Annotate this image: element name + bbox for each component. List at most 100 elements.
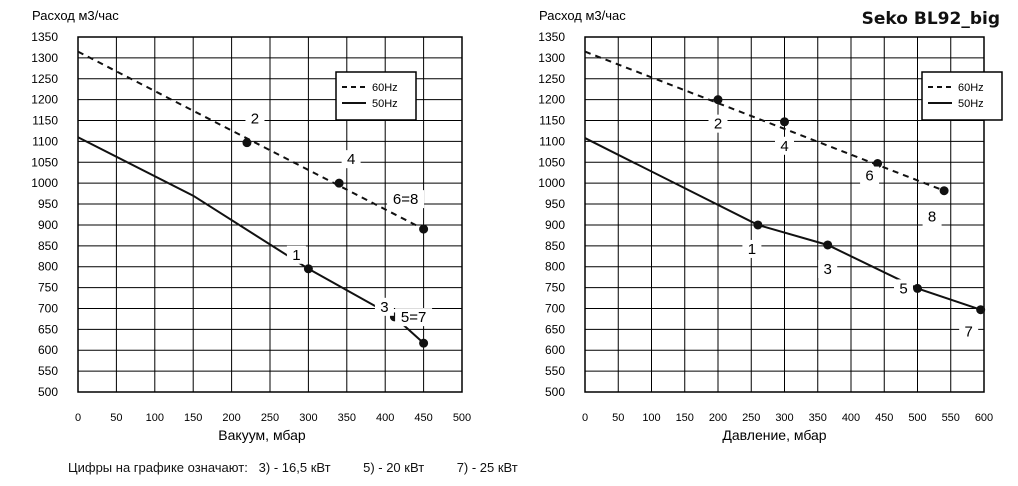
point-label: 6=8 bbox=[393, 191, 418, 208]
x-tick-label: 600 bbox=[975, 412, 993, 424]
legend-label: 60Hz bbox=[958, 82, 984, 94]
point-label: 2 bbox=[714, 116, 722, 133]
data-point bbox=[242, 138, 252, 148]
data-point bbox=[823, 240, 833, 250]
legend-label: 60Hz bbox=[372, 82, 398, 94]
y-tick-label: 1200 bbox=[31, 93, 58, 107]
point-label-bg bbox=[395, 308, 433, 327]
y-tick-label: 1050 bbox=[31, 155, 58, 169]
point-label-bg bbox=[387, 190, 425, 209]
y-tick-label: 500 bbox=[545, 385, 565, 399]
x-tick-label: 100 bbox=[642, 412, 660, 424]
y-tick-label: 550 bbox=[545, 364, 565, 378]
y-tick-label: 550 bbox=[38, 364, 58, 378]
point-label: 5=7 bbox=[401, 309, 426, 326]
plot-frame bbox=[584, 36, 985, 393]
point-label-bg bbox=[894, 279, 913, 298]
x-tick-label: 50 bbox=[110, 412, 122, 424]
data-point bbox=[753, 220, 763, 230]
x-tick-label: 150 bbox=[676, 412, 694, 424]
x-tick-label: 300 bbox=[775, 412, 793, 424]
point-label-bg bbox=[341, 150, 361, 169]
data-point bbox=[913, 283, 922, 293]
point-label-bg bbox=[959, 322, 979, 341]
data-point bbox=[303, 264, 313, 274]
y-tick-label: 800 bbox=[545, 260, 565, 274]
y-tick-label: 1300 bbox=[538, 51, 565, 65]
point-label: 2 bbox=[251, 111, 259, 128]
y-axis-label: Расход м3/час bbox=[32, 8, 119, 23]
y-tick-label: 750 bbox=[38, 281, 58, 295]
y-tick-label: 700 bbox=[38, 301, 58, 315]
y-tick-label: 1000 bbox=[31, 176, 58, 190]
y-tick-label: 650 bbox=[38, 322, 58, 336]
y-tick-label: 1150 bbox=[539, 114, 565, 128]
page-title: Seko BL92_big bbox=[861, 9, 1000, 29]
y-tick-label: 800 bbox=[38, 260, 58, 274]
footnote-prefix: Цифры на графике означают: bbox=[68, 460, 248, 475]
y-tick-label: 750 bbox=[545, 281, 565, 295]
data-point bbox=[939, 186, 949, 196]
footnote-item: 7) - 25 кВт bbox=[456, 460, 518, 475]
legend-box bbox=[335, 71, 417, 121]
point-label: 5 bbox=[899, 280, 907, 297]
point-label-bg bbox=[708, 114, 728, 133]
x-tick-label: 350 bbox=[338, 412, 356, 424]
point-label-bg bbox=[245, 109, 265, 128]
point-label-bg bbox=[922, 207, 942, 226]
y-tick-label: 1250 bbox=[538, 72, 565, 86]
x-tick-label: 400 bbox=[376, 412, 394, 424]
footnote-item: 5) - 20 кВт bbox=[363, 460, 425, 475]
y-tick-label: 700 bbox=[545, 301, 565, 315]
point-label-bg bbox=[860, 166, 880, 185]
x-tick-label: 150 bbox=[184, 412, 202, 424]
point-label: 7 bbox=[965, 324, 973, 341]
point-label: 8 bbox=[928, 209, 936, 226]
series-line-50Hz bbox=[77, 136, 425, 344]
y-tick-label: 500 bbox=[38, 385, 58, 399]
data-point bbox=[419, 338, 429, 348]
point-label: 6 bbox=[865, 168, 873, 185]
x-tick-label: 550 bbox=[942, 412, 960, 424]
point-label-bg bbox=[286, 245, 306, 264]
x-tick-label: 350 bbox=[809, 412, 827, 424]
point-label: 3 bbox=[824, 261, 832, 278]
series-line-50Hz bbox=[584, 137, 981, 311]
footnote: Цифры на графике означают: 3) - 16,5 кВт… bbox=[68, 460, 518, 475]
y-tick-label: 600 bbox=[38, 343, 58, 357]
footnote-item: 3) - 16,5 кВт bbox=[258, 460, 331, 475]
legend-box bbox=[921, 71, 1003, 121]
y-tick-label: 850 bbox=[38, 239, 58, 253]
point-label-bg bbox=[818, 259, 838, 278]
data-point bbox=[976, 305, 986, 315]
point-label-bg bbox=[775, 136, 794, 155]
x-tick-label: 450 bbox=[875, 412, 893, 424]
x-tick-label: 400 bbox=[842, 412, 860, 424]
y-tick-label: 1100 bbox=[32, 134, 58, 148]
y-tick-label: 850 bbox=[545, 239, 565, 253]
data-point bbox=[873, 159, 883, 169]
x-tick-label: 100 bbox=[146, 412, 164, 424]
legend-label: 50Hz bbox=[958, 98, 984, 110]
point-label: 1 bbox=[292, 247, 300, 264]
y-tick-label: 1350 bbox=[538, 30, 565, 44]
x-tick-label: 50 bbox=[612, 412, 624, 424]
series-line-60Hz bbox=[77, 50, 425, 231]
y-tick-label: 950 bbox=[545, 197, 565, 211]
x-tick-label: 250 bbox=[261, 412, 279, 424]
x-tick-label: 450 bbox=[414, 412, 432, 424]
legend-label: 50Hz bbox=[372, 98, 398, 110]
data-point bbox=[780, 117, 789, 127]
x-tick-label: 200 bbox=[709, 412, 727, 424]
y-tick-label: 1300 bbox=[31, 51, 58, 65]
x-axis-label: Вакуум, мбар bbox=[218, 427, 306, 443]
x-tick-label: 0 bbox=[582, 412, 588, 424]
y-tick-label: 600 bbox=[545, 343, 565, 357]
y-tick-label: 1350 bbox=[31, 30, 58, 44]
y-tick-label: 1150 bbox=[32, 114, 58, 128]
x-tick-label: 0 bbox=[75, 412, 81, 424]
point-label: 4 bbox=[347, 151, 355, 168]
point-label-bg bbox=[742, 239, 762, 258]
data-point bbox=[419, 224, 429, 234]
